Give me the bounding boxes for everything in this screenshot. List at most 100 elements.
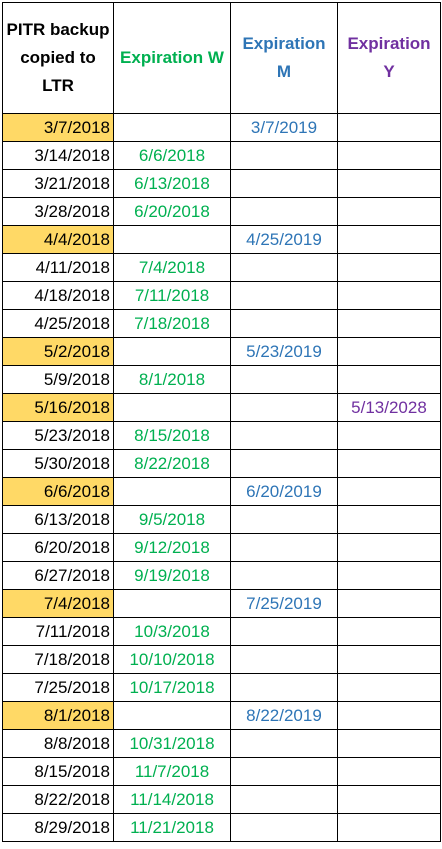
backup-date-cell: 5/16/2018 <box>2 393 114 422</box>
table-body: 3/7/2018 3/7/2019 3/14/2018 6/6/2018 3/21/20… <box>2 113 441 842</box>
expiration-w-cell: 9/5/2018 <box>113 505 231 534</box>
table-row: 8/8/2018 10/31/2018 <box>2 729 441 758</box>
expiration-m-cell <box>230 169 338 198</box>
expiration-y-cell <box>337 533 441 562</box>
expiration-m-cell: 8/22/2019 <box>230 701 338 730</box>
expiration-m-cell <box>230 449 338 478</box>
expiration-y-cell <box>337 141 441 170</box>
table-row: 3/28/2018 6/20/2018 <box>2 197 441 226</box>
backup-date-cell: 4/18/2018 <box>2 281 114 310</box>
expiration-y-cell <box>337 253 441 282</box>
table-row: 3/14/2018 6/6/2018 <box>2 141 441 170</box>
expiration-w-cell: 6/6/2018 <box>113 141 231 170</box>
expiration-w-cell <box>113 701 231 730</box>
backup-date-cell: 5/9/2018 <box>2 365 114 394</box>
table-row: 4/18/2018 7/11/2018 <box>2 281 441 310</box>
expiration-w-cell: 9/19/2018 <box>113 561 231 590</box>
expiration-y-cell <box>337 757 441 786</box>
expiration-y-cell <box>337 617 441 646</box>
backup-date-cell: 7/4/2018 <box>2 589 114 618</box>
expiration-w-cell: 8/1/2018 <box>113 365 231 394</box>
table-row: 6/6/2018 6/20/2019 <box>2 477 441 506</box>
backup-date-cell: 5/23/2018 <box>2 421 114 450</box>
expiration-m-cell <box>230 393 338 422</box>
table-row: 6/20/2018 9/12/2018 <box>2 533 441 562</box>
table-row: 6/13/2018 9/5/2018 <box>2 505 441 534</box>
expiration-w-cell <box>113 113 231 142</box>
table-row: 6/27/2018 9/19/2018 <box>2 561 441 590</box>
backup-date-cell: 8/29/2018 <box>2 813 114 842</box>
expiration-w-cell: 9/12/2018 <box>113 533 231 562</box>
expiration-y-cell <box>337 421 441 450</box>
expiration-w-cell: 11/7/2018 <box>113 757 231 786</box>
backup-date-cell: 3/14/2018 <box>2 141 114 170</box>
backup-date-cell: 8/8/2018 <box>2 729 114 758</box>
backup-date-cell: 8/22/2018 <box>2 785 114 814</box>
table-row: 3/7/2018 3/7/2019 <box>2 113 441 142</box>
backup-date-cell: 3/21/2018 <box>2 169 114 198</box>
expiration-m-cell: 5/23/2019 <box>230 337 338 366</box>
expiration-m-cell <box>230 421 338 450</box>
expiration-w-cell: 7/11/2018 <box>113 281 231 310</box>
backup-date-cell: 7/25/2018 <box>2 673 114 702</box>
table-row: 4/4/2018 4/25/2019 <box>2 225 441 254</box>
expiration-m-cell <box>230 197 338 226</box>
backup-date-cell: 6/13/2018 <box>2 505 114 534</box>
expiration-w-cell: 11/14/2018 <box>113 785 231 814</box>
table-row: 3/21/2018 6/13/2018 <box>2 169 441 198</box>
table-row: 7/18/2018 10/10/2018 <box>2 645 441 674</box>
expiration-m-cell <box>230 365 338 394</box>
table-row: 8/22/2018 11/14/2018 <box>2 785 441 814</box>
table-row: 5/9/2018 8/1/2018 <box>2 365 441 394</box>
expiration-y-cell <box>337 813 441 842</box>
header-backup: PITR backup copied to LTR <box>2 2 114 114</box>
table-row: 5/30/2018 8/22/2018 <box>2 449 441 478</box>
expiration-y-cell <box>337 645 441 674</box>
backup-date-cell: 6/20/2018 <box>2 533 114 562</box>
expiration-w-cell <box>113 477 231 506</box>
header-expiration-w: Expiration W <box>113 2 231 114</box>
expiration-m-cell <box>230 141 338 170</box>
table-row: 8/15/2018 11/7/2018 <box>2 757 441 786</box>
header-expiration-y: Expiration Y <box>337 2 441 114</box>
expiration-y-cell <box>337 113 441 142</box>
expiration-w-cell: 11/21/2018 <box>113 813 231 842</box>
expiration-m-cell: 7/25/2019 <box>230 589 338 618</box>
expiration-w-cell <box>113 393 231 422</box>
backup-date-cell: 5/30/2018 <box>2 449 114 478</box>
backup-date-cell: 5/2/2018 <box>2 337 114 366</box>
expiration-m-cell <box>230 505 338 534</box>
table-header: PITR backup copied to LTR Expiration W E… <box>2 2 441 114</box>
backup-date-cell: 4/11/2018 <box>2 253 114 282</box>
expiration-m-cell <box>230 309 338 338</box>
expiration-m-cell: 4/25/2019 <box>230 225 338 254</box>
backup-date-cell: 4/25/2018 <box>2 309 114 338</box>
backup-date-cell: 3/28/2018 <box>2 197 114 226</box>
expiration-y-cell <box>337 337 441 366</box>
backup-date-cell: 7/18/2018 <box>2 645 114 674</box>
backup-date-cell: 7/11/2018 <box>2 617 114 646</box>
table-row: 4/25/2018 7/18/2018 <box>2 309 441 338</box>
backup-date-cell: 8/1/2018 <box>2 701 114 730</box>
expiration-m-cell: 3/7/2019 <box>230 113 338 142</box>
expiration-m-cell <box>230 533 338 562</box>
expiration-m-cell: 6/20/2019 <box>230 477 338 506</box>
expiration-y-cell <box>337 225 441 254</box>
expiration-y-cell <box>337 729 441 758</box>
table-row: 4/11/2018 7/4/2018 <box>2 253 441 282</box>
backup-date-cell: 3/7/2018 <box>2 113 114 142</box>
expiration-m-cell <box>230 729 338 758</box>
expiration-w-cell <box>113 225 231 254</box>
table-row: 5/16/2018 5/13/2028 <box>2 393 441 422</box>
header-expiration-m: Expiration M <box>230 2 338 114</box>
expiration-w-cell: 6/13/2018 <box>113 169 231 198</box>
table-row: 7/4/2018 7/25/2019 <box>2 589 441 618</box>
expiration-y-cell <box>337 785 441 814</box>
table-row: 8/29/2018 11/21/2018 <box>2 813 441 842</box>
expiration-w-cell <box>113 589 231 618</box>
expiration-w-cell: 10/3/2018 <box>113 617 231 646</box>
expiration-w-cell: 10/17/2018 <box>113 673 231 702</box>
expiration-y-cell <box>337 365 441 394</box>
table-row: 7/25/2018 10/17/2018 <box>2 673 441 702</box>
expiration-y-cell <box>337 169 441 198</box>
